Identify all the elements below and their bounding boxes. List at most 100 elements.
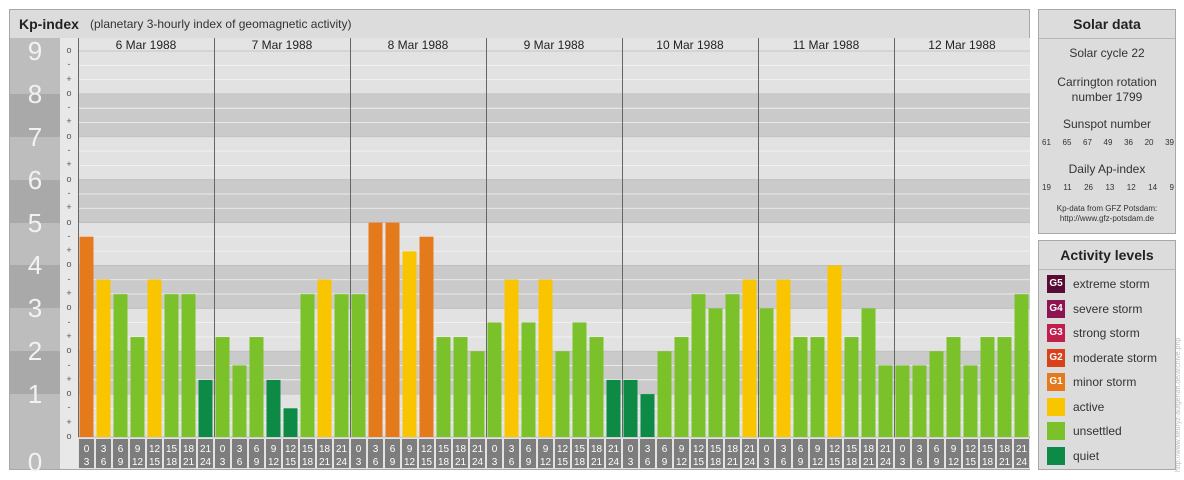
ap-value: 12 [1126,183,1136,192]
sunspot-label: Sunspot number [1062,117,1152,131]
interval-start-label: 15 [574,444,586,455]
kp-minor-label: + [66,373,72,384]
kp-minor-label: o [66,388,72,399]
carrington-line1: Carrington rotation [1057,75,1157,89]
kp-bar [674,337,689,437]
kp-bar [334,294,349,437]
interval-cell [266,439,281,468]
legend-item: active [1047,397,1175,418]
legend-label: quiet [1073,448,1100,463]
kp-minor-label: + [66,245,72,256]
kp-bar [997,337,1012,437]
source-line2: http://www.gfz-potsdam.de [1059,214,1155,223]
kp-bar [946,337,961,437]
kp-axis-label: 4 [27,250,43,281]
interval-cell [844,439,859,468]
interval-start-label: 18 [863,444,875,455]
sunspot-values: 61 65 67 49 36 20 39 [1042,138,1174,147]
interval-cell [147,439,162,468]
legend-swatch [1047,397,1065,416]
interval-cell [895,439,910,468]
interval-cell [742,439,757,468]
interval-cell [470,439,485,468]
interval-start-label: 3 [373,444,379,455]
interval-start-label: 21 [1016,444,1028,455]
interval-end-label: 21 [999,457,1011,468]
interval-start-label: 6 [798,444,804,455]
sunspot-value: 61 [1042,138,1051,147]
legend-item: quiet [1047,446,1175,467]
interval-end-label: 21 [727,457,739,468]
legend-swatch: G4 [1047,299,1065,318]
kp-bar [79,236,94,437]
kp-minor-label: - [67,187,71,198]
kp-minor-label: o [66,259,72,270]
kp-minor-label: o [66,45,72,55]
kp-bar [776,279,791,437]
interval-end-label: 15 [965,457,977,468]
sunspot-value: 49 [1103,138,1113,147]
kp-bar [589,337,604,437]
interval-start-label: 0 [764,444,770,455]
kp-bar [402,251,417,437]
interval-cell [521,439,536,468]
interval-end-label: 9 [934,457,940,468]
interval-end-label: 15 [421,457,433,468]
interval-end-label: 24 [608,457,620,468]
interval-cell [555,439,570,468]
kp-bar [266,379,281,437]
interval-cell [249,439,264,468]
sunspot-value: 67 [1083,138,1092,147]
kp-band [78,265,1030,309]
kp-bar [113,294,128,437]
interval-start-label: 15 [982,444,994,455]
kp-minor-label: o [66,173,72,184]
kp-bar [725,294,740,437]
kp-bar [929,351,944,437]
kp-minor-label: + [66,159,72,170]
kp-bar [793,337,808,437]
kp-bar [861,308,876,437]
interval-cell [810,439,825,468]
interval-end-label: 18 [846,457,858,468]
interval-start-label: 0 [628,444,634,455]
legend-swatch: G5 [1047,275,1065,293]
interval-start-label: 9 [679,444,685,455]
legend-label: minor storm [1073,375,1137,389]
interval-cell [980,439,995,468]
interval-cell [487,439,502,468]
kp-bar [742,279,757,437]
kp-bar [606,379,621,437]
interval-end-label: 21 [319,457,331,468]
interval-end-label: 12 [540,457,552,468]
interval-start-label: 3 [101,444,107,455]
interval-end-label: 18 [302,457,314,468]
kp-bar [470,351,485,437]
interval-start-label: 0 [900,444,906,455]
interval-end-label: 24 [744,457,756,468]
interval-cell [317,439,332,468]
kp-bar [504,279,519,437]
day-label: 9 Mar 1988 [524,38,585,52]
kp-axis-label: 5 [27,207,43,238]
interval-start-label: 18 [319,444,331,455]
interval-cell [725,439,740,468]
interval-end-label: 18 [710,457,722,468]
legend-swatch: G2 [1047,348,1065,367]
interval-cell [385,439,400,468]
kp-minor-label: + [66,416,72,427]
interval-end-label: 21 [863,457,875,468]
kp-bar [436,337,451,437]
interval-end-label: 15 [149,457,161,468]
kp-minor-label: - [67,59,71,70]
interval-start-label: 18 [455,444,467,455]
legend-item: G3 strong storm [1047,324,1175,344]
interval-cell [334,439,349,468]
interval-start-label: 18 [727,444,739,455]
legend-label: strong storm [1073,326,1140,340]
kp-bar [555,351,570,437]
kp-minor-label: o [66,302,72,313]
interval-cell [538,439,553,468]
interval-start-label: 12 [965,444,977,455]
interval-cell [827,439,842,468]
